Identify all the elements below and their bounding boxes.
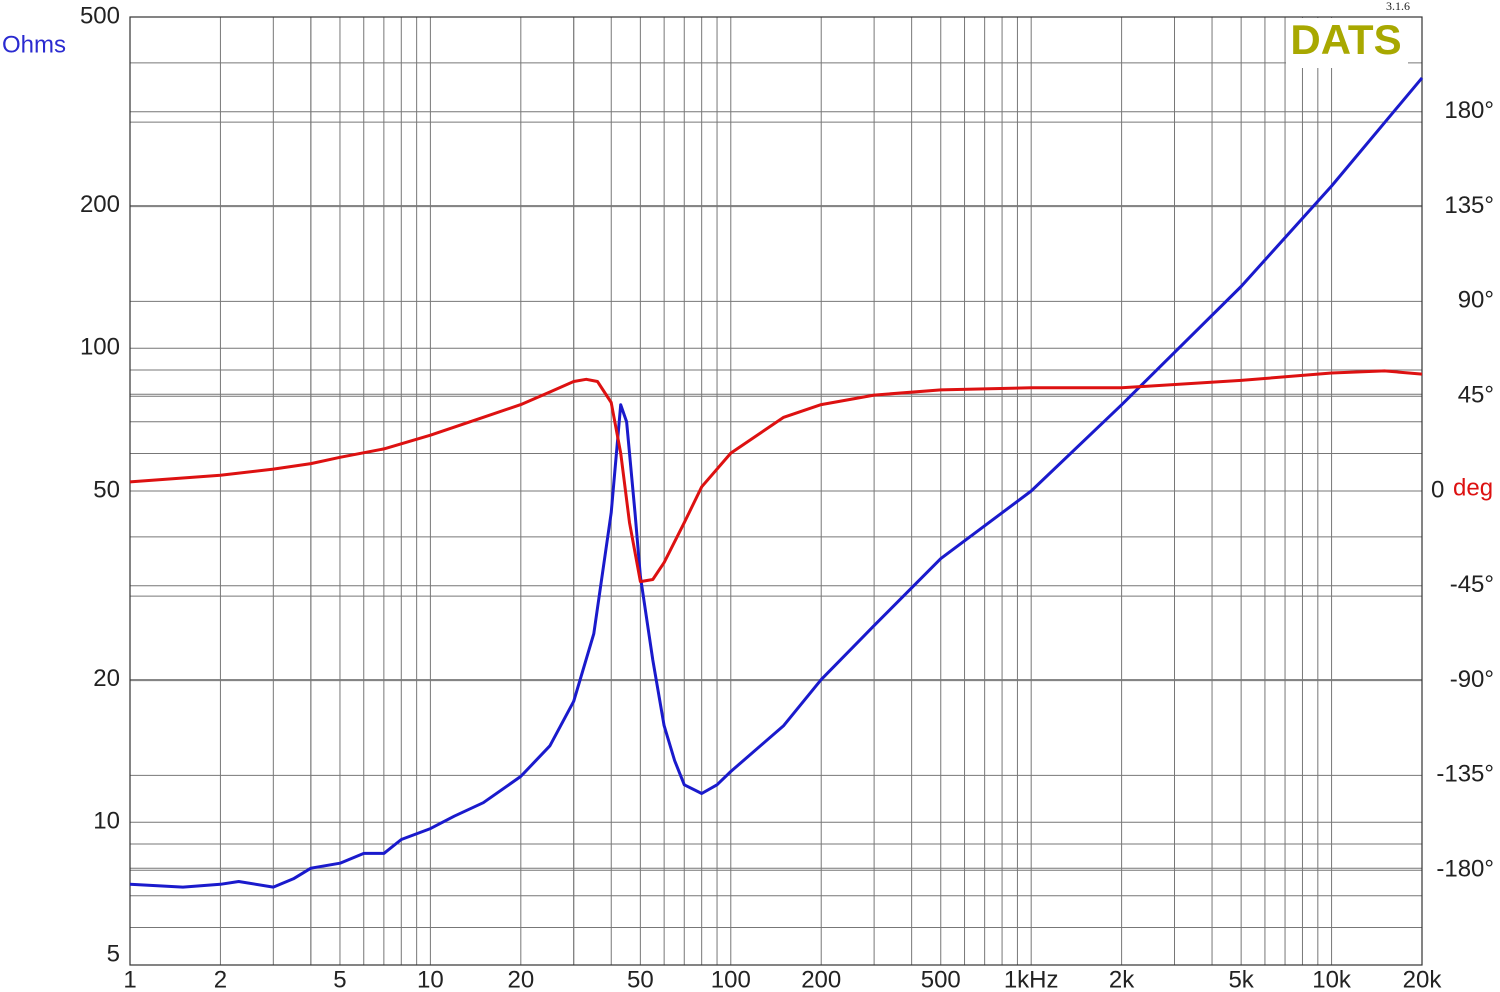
y2-tick-label: -180° — [1436, 856, 1494, 883]
x-tick-label: 20 — [507, 966, 534, 992]
y-tick-label: 50 — [93, 476, 120, 503]
series-line — [129, 369, 1423, 584]
x-tick-label: 100 — [711, 966, 751, 992]
x-tick-label: 5 — [333, 966, 346, 992]
x-tick-label: 200 — [801, 966, 841, 992]
y2-tick-label: 180° — [1444, 97, 1494, 124]
y-tick-label: 200 — [80, 191, 120, 218]
x-tick-label: 10 — [417, 966, 444, 992]
x-tick-label: 500 — [921, 966, 961, 992]
y-tick-label: 500 — [80, 2, 120, 29]
y2-tick-label: 0 — [1431, 476, 1444, 503]
logo: DATS — [1290, 16, 1401, 63]
x-tick-label: 50 — [627, 966, 654, 992]
x-tick-label: 2 — [214, 966, 227, 992]
x-tick-label: 10k — [1312, 966, 1352, 992]
y-tick-label: 10 — [93, 808, 120, 835]
series-line — [129, 76, 1424, 889]
y2-tick-label: 45° — [1458, 382, 1494, 409]
y2-tick-label: -90° — [1450, 666, 1494, 693]
x-tick-label: 20k — [1403, 966, 1443, 992]
x-tick-label: 1 — [123, 966, 136, 992]
version: 3.1.6 — [1386, 0, 1410, 13]
y-tick-label: 5 — [107, 940, 120, 967]
x-tick-label: 2k — [1109, 966, 1135, 992]
y-axis-label: Ohms — [2, 31, 66, 58]
logo-background — [1286, 18, 1408, 68]
y-tick-label: 20 — [93, 665, 120, 692]
y2-tick-label: 135° — [1444, 192, 1494, 219]
y2-axis-label: deg — [1453, 474, 1493, 501]
plot-frame — [129, 16, 1423, 966]
y2-tick-label: -135° — [1436, 761, 1494, 788]
y-tick-label: 100 — [80, 334, 120, 361]
y2-tick-label: 90° — [1458, 287, 1494, 314]
x-tick-label: 1kHz — [1004, 966, 1059, 992]
y2-tick-label: -45° — [1450, 571, 1494, 598]
x-tick-label: 5k — [1228, 966, 1254, 992]
